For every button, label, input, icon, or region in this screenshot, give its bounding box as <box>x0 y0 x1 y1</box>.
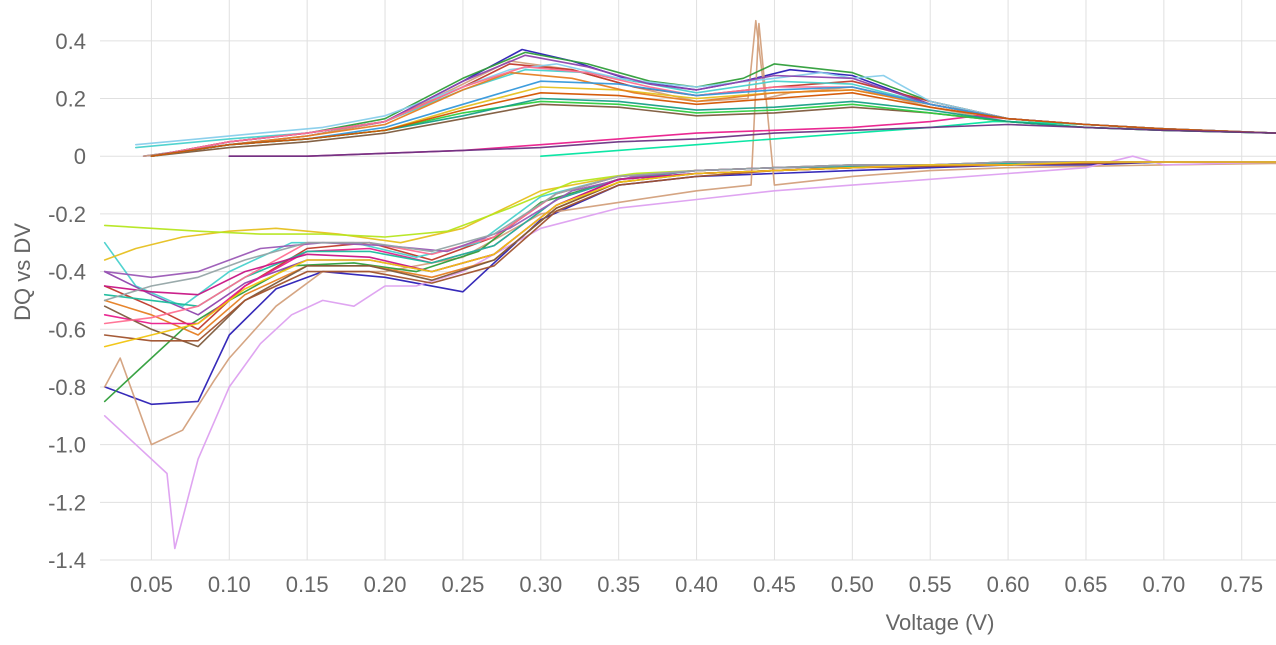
x-tick-label: 0.75 <box>1220 572 1263 597</box>
y-tick-label: 0.4 <box>55 29 86 54</box>
x-tick-label: 0.70 <box>1142 572 1185 597</box>
x-axis-ticks: 0.05 0.10 0.15 0.20 0.25 0.30 0.35 0.40 0.45 0.50… <box>130 572 1263 597</box>
x-tick-label: 0.55 <box>909 572 952 597</box>
grid <box>100 0 1276 561</box>
x-tick-label: 0.50 <box>831 572 874 597</box>
series-line-2 <box>103 22 1276 446</box>
x-tick-label: 0.30 <box>519 572 562 597</box>
y-axis-title: DQ vs DV <box>10 223 35 321</box>
series-line-7 <box>103 161 1276 331</box>
series-line-5 <box>103 161 1276 403</box>
series-line-34 <box>150 92 1276 157</box>
x-tick-label: 0.25 <box>442 572 485 597</box>
series-line-21 <box>103 161 1276 348</box>
y-tick-label: -1.4 <box>48 548 86 573</box>
series-line-25 <box>103 161 1276 325</box>
y-tick-label: 0 <box>74 144 86 169</box>
y-tick-label: -0.4 <box>48 260 86 285</box>
series-line-33 <box>103 161 1276 302</box>
series-line-35 <box>103 161 1276 348</box>
y-tick-label: 0.2 <box>55 87 86 112</box>
x-tick-label: 0.15 <box>286 572 329 597</box>
series-line-28 <box>103 161 1276 342</box>
x-tick-label: 0.65 <box>1065 572 1108 597</box>
x-tick-label: 0.05 <box>130 572 173 597</box>
x-tick-label: 0.45 <box>753 572 796 597</box>
series-line-15 <box>103 161 1276 316</box>
y-tick-label: -1.2 <box>48 490 86 515</box>
series-line-24 <box>539 120 1276 157</box>
x-tick-label: 0.10 <box>208 572 251 597</box>
series-line-4 <box>103 155 1276 550</box>
x-tick-label: 0.60 <box>987 572 1030 597</box>
y-tick-label: -0.8 <box>48 375 86 400</box>
y-tick-label: -1.0 <box>48 433 86 458</box>
x-axis-title: Voltage (V) <box>886 610 995 635</box>
y-tick-label: -0.6 <box>48 317 86 342</box>
x-tick-label: 0.35 <box>597 572 640 597</box>
series-line-29 <box>103 161 1276 279</box>
series-line-19 <box>103 161 1276 325</box>
x-tick-label: 0.40 <box>675 572 718 597</box>
series-line-36 <box>228 123 1276 157</box>
series-line-13 <box>150 86 1276 157</box>
series-group <box>103 19 1276 550</box>
series-line-32 <box>150 80 1276 157</box>
y-axis-ticks: 0.4 0.2 0 -0.2 -0.4 -0.6 -0.8 -1.0 -1.2 -1.4 <box>48 29 86 573</box>
x-tick-label: 0.20 <box>364 572 407 597</box>
y-tick-label: -0.2 <box>48 202 86 227</box>
